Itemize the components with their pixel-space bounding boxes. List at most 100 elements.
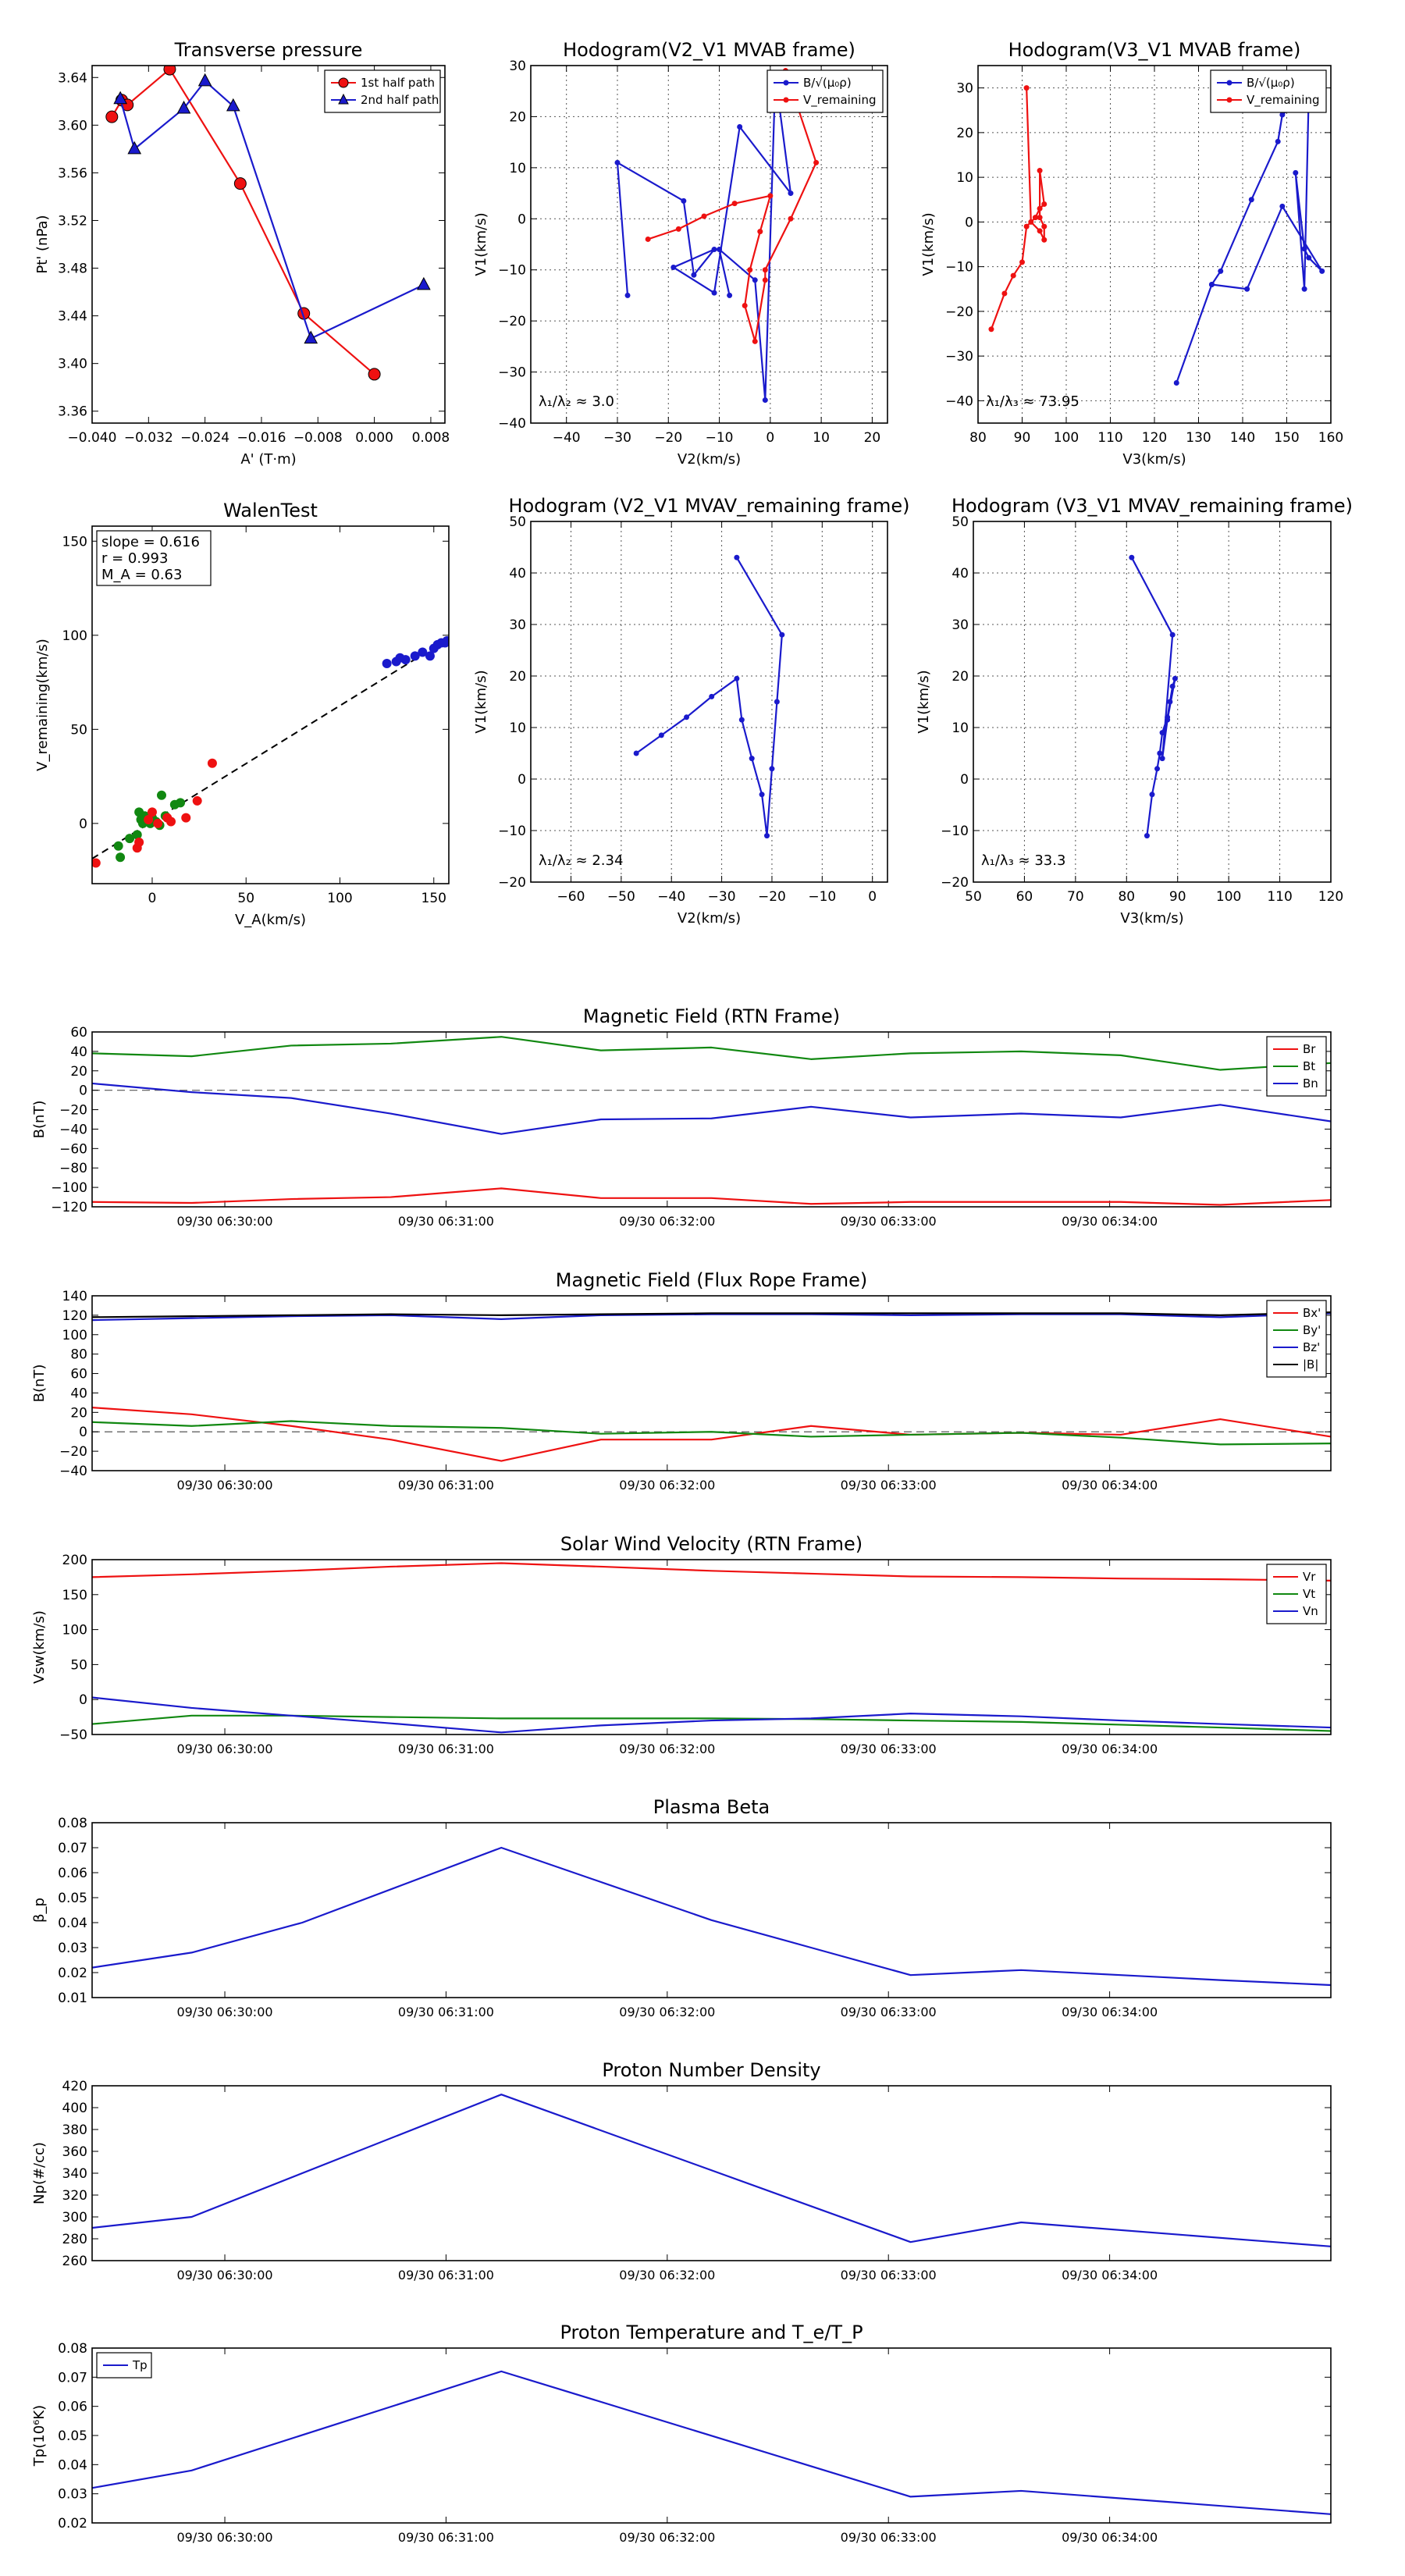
data-point — [113, 841, 123, 851]
data-point — [779, 632, 785, 638]
data-point — [1032, 215, 1038, 221]
data-point — [144, 815, 154, 825]
y-tick-label: 0.08 — [58, 2341, 87, 2357]
y-tick-label: 60 — [70, 1025, 87, 1041]
series-line-Bt — [92, 1036, 1331, 1071]
stats-text: r = 0.993 — [101, 550, 168, 567]
x-tick-label: 09/30 06:32:00 — [619, 1214, 715, 1229]
data-point — [1144, 833, 1150, 839]
y-tick-label: −120 — [51, 1200, 87, 1215]
x-tick-label: 70 — [1067, 889, 1084, 905]
data-point — [1001, 290, 1008, 297]
y-tick-label: 30 — [956, 81, 973, 97]
x-tick-label: 09/30 06:33:00 — [841, 2268, 937, 2282]
plot-area — [92, 1846, 1331, 1987]
data-point — [1023, 85, 1030, 91]
data-point — [197, 73, 212, 87]
y-tick-label: 0.02 — [58, 1966, 87, 1981]
y-tick-label: 140 — [62, 1289, 87, 1304]
legend-label: Bn — [1303, 1076, 1318, 1091]
data-point — [147, 807, 157, 817]
series-line-Bn — [92, 1082, 1331, 1135]
legend-label: Bt — [1303, 1059, 1315, 1073]
y-tick-label: −20 — [498, 875, 526, 891]
series-line-Np — [92, 2094, 1331, 2247]
legend: 1st half path 2nd half path — [324, 69, 441, 113]
y-tick-label: 20 — [70, 1064, 87, 1080]
y-tick-label: 400 — [62, 2101, 87, 2116]
data-point — [125, 834, 135, 844]
x-tick-label: 110 — [1097, 430, 1122, 446]
data-point — [1041, 201, 1048, 207]
series-line-B — [616, 74, 792, 401]
data-point — [711, 290, 717, 296]
axes-frame — [91, 2085, 1332, 2261]
y-tick-label: −50 — [59, 1727, 87, 1743]
y-tick-label: 3.56 — [58, 165, 87, 181]
data-point — [417, 276, 431, 290]
y-tick-label: 50 — [509, 514, 526, 530]
x-tick-label: 09/30 06:30:00 — [177, 1478, 273, 1493]
plot-area — [92, 2094, 1331, 2247]
data-point — [127, 141, 142, 155]
y-tick-label: 10 — [956, 170, 973, 186]
data-point — [304, 330, 318, 344]
series-line-Vt — [92, 1714, 1331, 1732]
plot-area — [988, 85, 1325, 386]
data-point — [418, 647, 428, 657]
y-tick-label: 0.08 — [58, 1816, 87, 1831]
x-tick-label: 110 — [1267, 889, 1292, 905]
y-tick-label: 0.04 — [58, 1916, 87, 1931]
x-tick-label: 20 — [864, 430, 881, 446]
chart-t4: Plasma Beta 09/30 06:30:00 09/30 06:31:00 0… — [31, 1796, 1332, 2019]
data-point — [675, 226, 681, 232]
y-axis-label: V1(km/s) — [920, 212, 937, 276]
y-tick-label: −40 — [945, 393, 973, 409]
y-tick-label: −20 — [941, 875, 969, 891]
y-tick-label: −20 — [945, 304, 973, 320]
data-point — [737, 124, 743, 130]
axes-frame — [530, 65, 888, 424]
y-tick-label: 0.05 — [58, 2428, 87, 2444]
data-point — [207, 758, 217, 768]
x-tick-label: 80 — [1118, 889, 1135, 905]
chart-p4: WalenTest 0 50 100 150 0 50 100 150 V_A(km/s) V_re… — [34, 500, 450, 928]
data-point — [1019, 259, 1025, 265]
y-tick-label: 320 — [62, 2188, 87, 2204]
data-point — [767, 193, 774, 199]
data-point — [163, 66, 176, 76]
y-tick-label: 120 — [62, 1308, 87, 1324]
y-tick-label: 0 — [518, 212, 526, 227]
legend-label: Bz' — [1303, 1340, 1320, 1354]
legend: Vr Vt Vn — [1266, 1564, 1327, 1624]
legend-marker — [783, 97, 789, 103]
data-point — [105, 110, 119, 123]
chart-t2: Magnetic Field (Flux Rope Frame) 09/30 06… — [31, 1269, 1332, 1493]
y-tick-label: 380 — [62, 2122, 87, 2138]
data-point — [1023, 223, 1030, 229]
chart-title: Transverse pressure — [174, 39, 363, 61]
data-point — [113, 91, 127, 105]
y-tick-label: 0.02 — [58, 2516, 87, 2532]
y-tick-label: 200 — [62, 1553, 87, 1568]
data-point — [1279, 112, 1286, 118]
chart-p2: Hodogram(V2_V1 MVAB frame) −40 −30 −20 −10 0 1… — [473, 39, 888, 468]
x-axis-label: V_A(km/s) — [235, 912, 306, 928]
stats-box — [96, 530, 212, 586]
axes-frame — [91, 1295, 1332, 1471]
y-axis-label: Pt' (nPa) — [34, 215, 51, 273]
data-point — [749, 756, 755, 762]
data-point — [709, 693, 715, 699]
legend-label: 1st half path — [361, 76, 435, 90]
series-line-|B| — [92, 1311, 1331, 1318]
x-tick-label: 09/30 06:31:00 — [398, 2268, 494, 2282]
chart-title: WalenTest — [223, 500, 318, 521]
data-point — [813, 159, 820, 165]
axes-frame — [91, 1031, 1332, 1208]
x-tick-label: 09/30 06:30:00 — [177, 1742, 273, 1756]
chart-title: Proton Temperature and T_e/T_P — [560, 2322, 863, 2343]
y-tick-label: 50 — [951, 514, 969, 530]
data-point — [368, 368, 381, 381]
x-tick-label: 09/30 06:32:00 — [619, 2530, 715, 2545]
y-tick-label: 0.07 — [58, 2370, 87, 2386]
